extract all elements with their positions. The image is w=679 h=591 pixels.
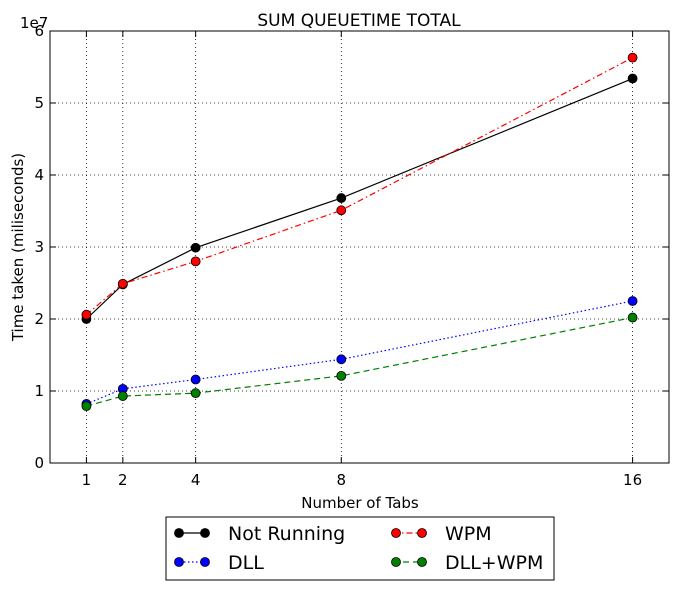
legend-marker-wpm <box>391 528 401 538</box>
data-point-dll <box>336 354 347 365</box>
data-point-dll <box>190 374 201 385</box>
grid-lines <box>50 31 669 463</box>
series-line-dll-wpm <box>86 316 633 407</box>
legend-item-not-running: Not Running <box>174 523 345 545</box>
y-tick-label: 2 <box>34 310 44 328</box>
series-dll <box>81 296 638 409</box>
legend-marker-not-running <box>200 528 210 538</box>
series-wpm <box>81 52 638 320</box>
y-tick-label: 6 <box>34 22 44 40</box>
x-tick-label: 16 <box>623 471 642 489</box>
axis-ticks: 1 2 4 8 16 0 1 2 3 4 5 6 <box>34 22 669 489</box>
data-point-dll-wpm <box>81 401 92 412</box>
y-tick-label: 1 <box>34 382 44 400</box>
series-line-dll <box>86 300 633 405</box>
x-tick-label: 4 <box>191 471 201 489</box>
data-point-not-running <box>190 242 201 253</box>
legend-item-dll: DLL <box>174 552 264 574</box>
y-tick-label: 4 <box>34 166 44 184</box>
legend-marker-dll-wpm <box>391 557 401 567</box>
data-point-wpm <box>627 52 638 63</box>
chart-title: SUM QUEUETIME TOTAL <box>257 11 461 31</box>
x-tick-label: 8 <box>337 471 347 489</box>
x-tick-label: 1 <box>82 471 92 489</box>
legend-marker-dll <box>200 557 210 567</box>
legend: Not Running DLL WPM DLL+WPM <box>165 516 555 581</box>
series-line-wpm <box>86 57 633 316</box>
legend-label-not-running: Not Running <box>228 523 345 545</box>
legend-marker-not-running <box>174 528 184 538</box>
x-axis-label: Number of Tabs <box>301 494 419 512</box>
series-layer <box>81 52 638 412</box>
legend-label-dll: DLL <box>228 552 264 574</box>
y-tick-label: 3 <box>34 238 44 256</box>
y-tick-label: 0 <box>34 454 44 472</box>
data-point-not-running <box>627 73 638 84</box>
data-point-not-running <box>336 193 347 203</box>
y-axis-label: Time taken (miliseconds) <box>9 153 27 342</box>
data-point-wpm <box>336 205 347 216</box>
legend-item-dll-wpm: DLL+WPM <box>391 552 543 574</box>
legend-frame <box>165 516 555 581</box>
legend-marker-dll-wpm <box>417 557 427 567</box>
data-point-wpm <box>81 309 92 320</box>
legend-label-dll-wpm: DLL+WPM <box>445 552 543 574</box>
series-line-not-running <box>85 77 633 320</box>
y-axis-offset-label: 1e7 <box>20 14 48 32</box>
legend-label-wpm: WPM <box>445 523 492 545</box>
series-not-running <box>81 73 638 324</box>
data-point-dll-wpm <box>190 388 201 399</box>
data-point-dll-wpm <box>117 391 128 401</box>
data-point-dll <box>627 296 638 306</box>
data-point-dll-wpm <box>627 312 638 323</box>
legend-marker-wpm <box>417 528 427 538</box>
series-dll-wpm <box>81 312 638 412</box>
x-tick-label: 2 <box>118 471 128 489</box>
data-point-wpm <box>117 278 128 289</box>
data-point-wpm <box>190 256 201 267</box>
legend-item-wpm: WPM <box>391 523 492 545</box>
data-point-dll-wpm <box>336 370 347 381</box>
y-tick-label: 5 <box>34 94 44 112</box>
legend-marker-dll <box>174 557 184 567</box>
